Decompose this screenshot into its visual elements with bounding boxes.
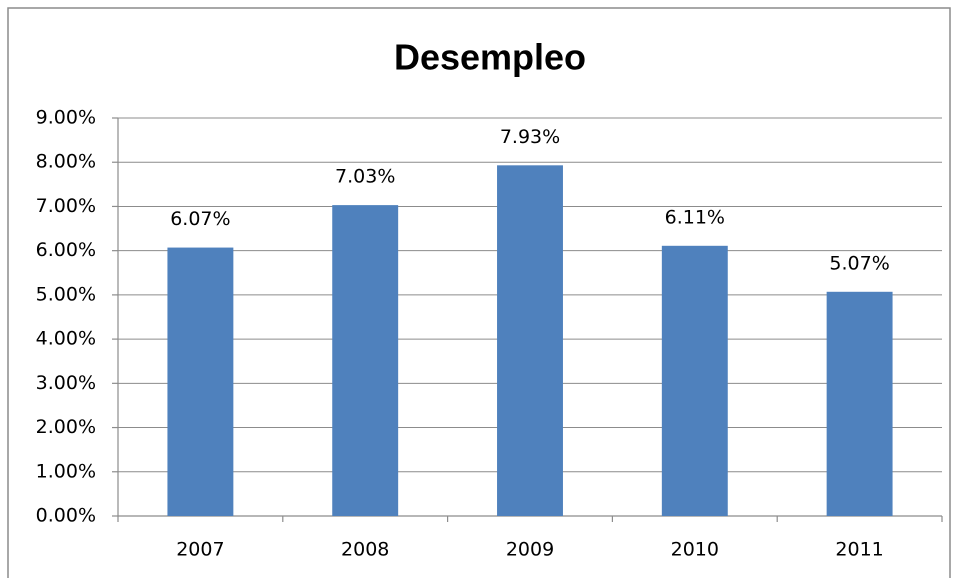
bar (167, 247, 234, 516)
y-tick-label: 8.00% (36, 151, 96, 173)
x-tick-label: 2009 (506, 539, 554, 561)
y-tick-label: 9.00% (36, 107, 96, 129)
y-tick-label: 4.00% (36, 328, 96, 350)
bar (826, 291, 893, 516)
y-tick-label: 7.00% (36, 195, 96, 217)
data-label: 5.07% (829, 252, 889, 274)
y-tick-label: 2.00% (36, 416, 96, 438)
y-tick-label: 0.00% (36, 505, 96, 527)
data-label: 6.11% (665, 206, 725, 228)
data-label: 7.93% (500, 126, 560, 148)
chart-frame (7, 7, 951, 578)
data-label: 6.07% (170, 208, 230, 230)
y-tick-label: 1.00% (36, 460, 96, 482)
x-tick-label: 2011 (835, 539, 883, 561)
bar (497, 165, 563, 516)
chart-title: Desempleo (394, 37, 586, 78)
data-label: 7.03% (335, 166, 395, 188)
bar (661, 245, 728, 516)
y-tick-label: 6.00% (36, 239, 96, 261)
x-tick-label: 2008 (341, 539, 389, 561)
y-tick-label: 5.00% (36, 283, 96, 305)
x-tick-label: 2010 (671, 539, 719, 561)
y-tick-label: 3.00% (36, 372, 96, 394)
x-tick-label: 2007 (176, 539, 224, 561)
bar (332, 205, 399, 516)
